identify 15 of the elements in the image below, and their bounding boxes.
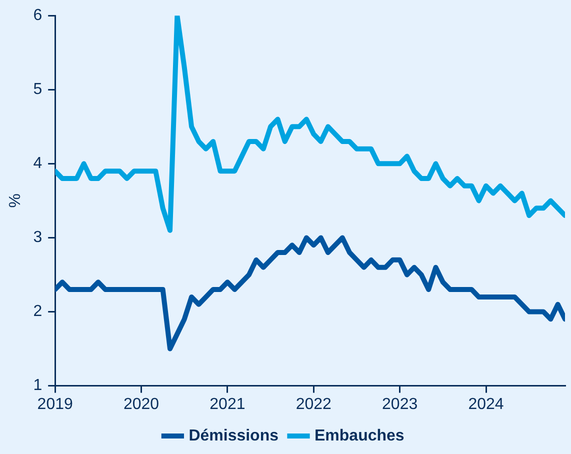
y-tick-label: 5 xyxy=(33,81,42,98)
x-tick-label: 2019 xyxy=(37,396,73,413)
y-tick-label: 1 xyxy=(33,377,42,394)
y-tick-label: 3 xyxy=(33,229,42,246)
y-tick-label: 6 xyxy=(33,7,42,24)
x-tick-label: 2022 xyxy=(296,396,332,413)
x-tick-label: 2023 xyxy=(382,396,418,413)
x-tick-label: 2020 xyxy=(123,396,160,413)
legend-label: Embauches xyxy=(314,427,404,444)
y-axis-title: % xyxy=(7,194,24,208)
legend-label: Démissions xyxy=(188,427,279,444)
x-tick-label: 2024 xyxy=(468,396,504,413)
x-tick-label: 2021 xyxy=(210,396,246,413)
y-tick-label: 2 xyxy=(33,303,42,320)
y-tick-label: 4 xyxy=(33,155,42,172)
